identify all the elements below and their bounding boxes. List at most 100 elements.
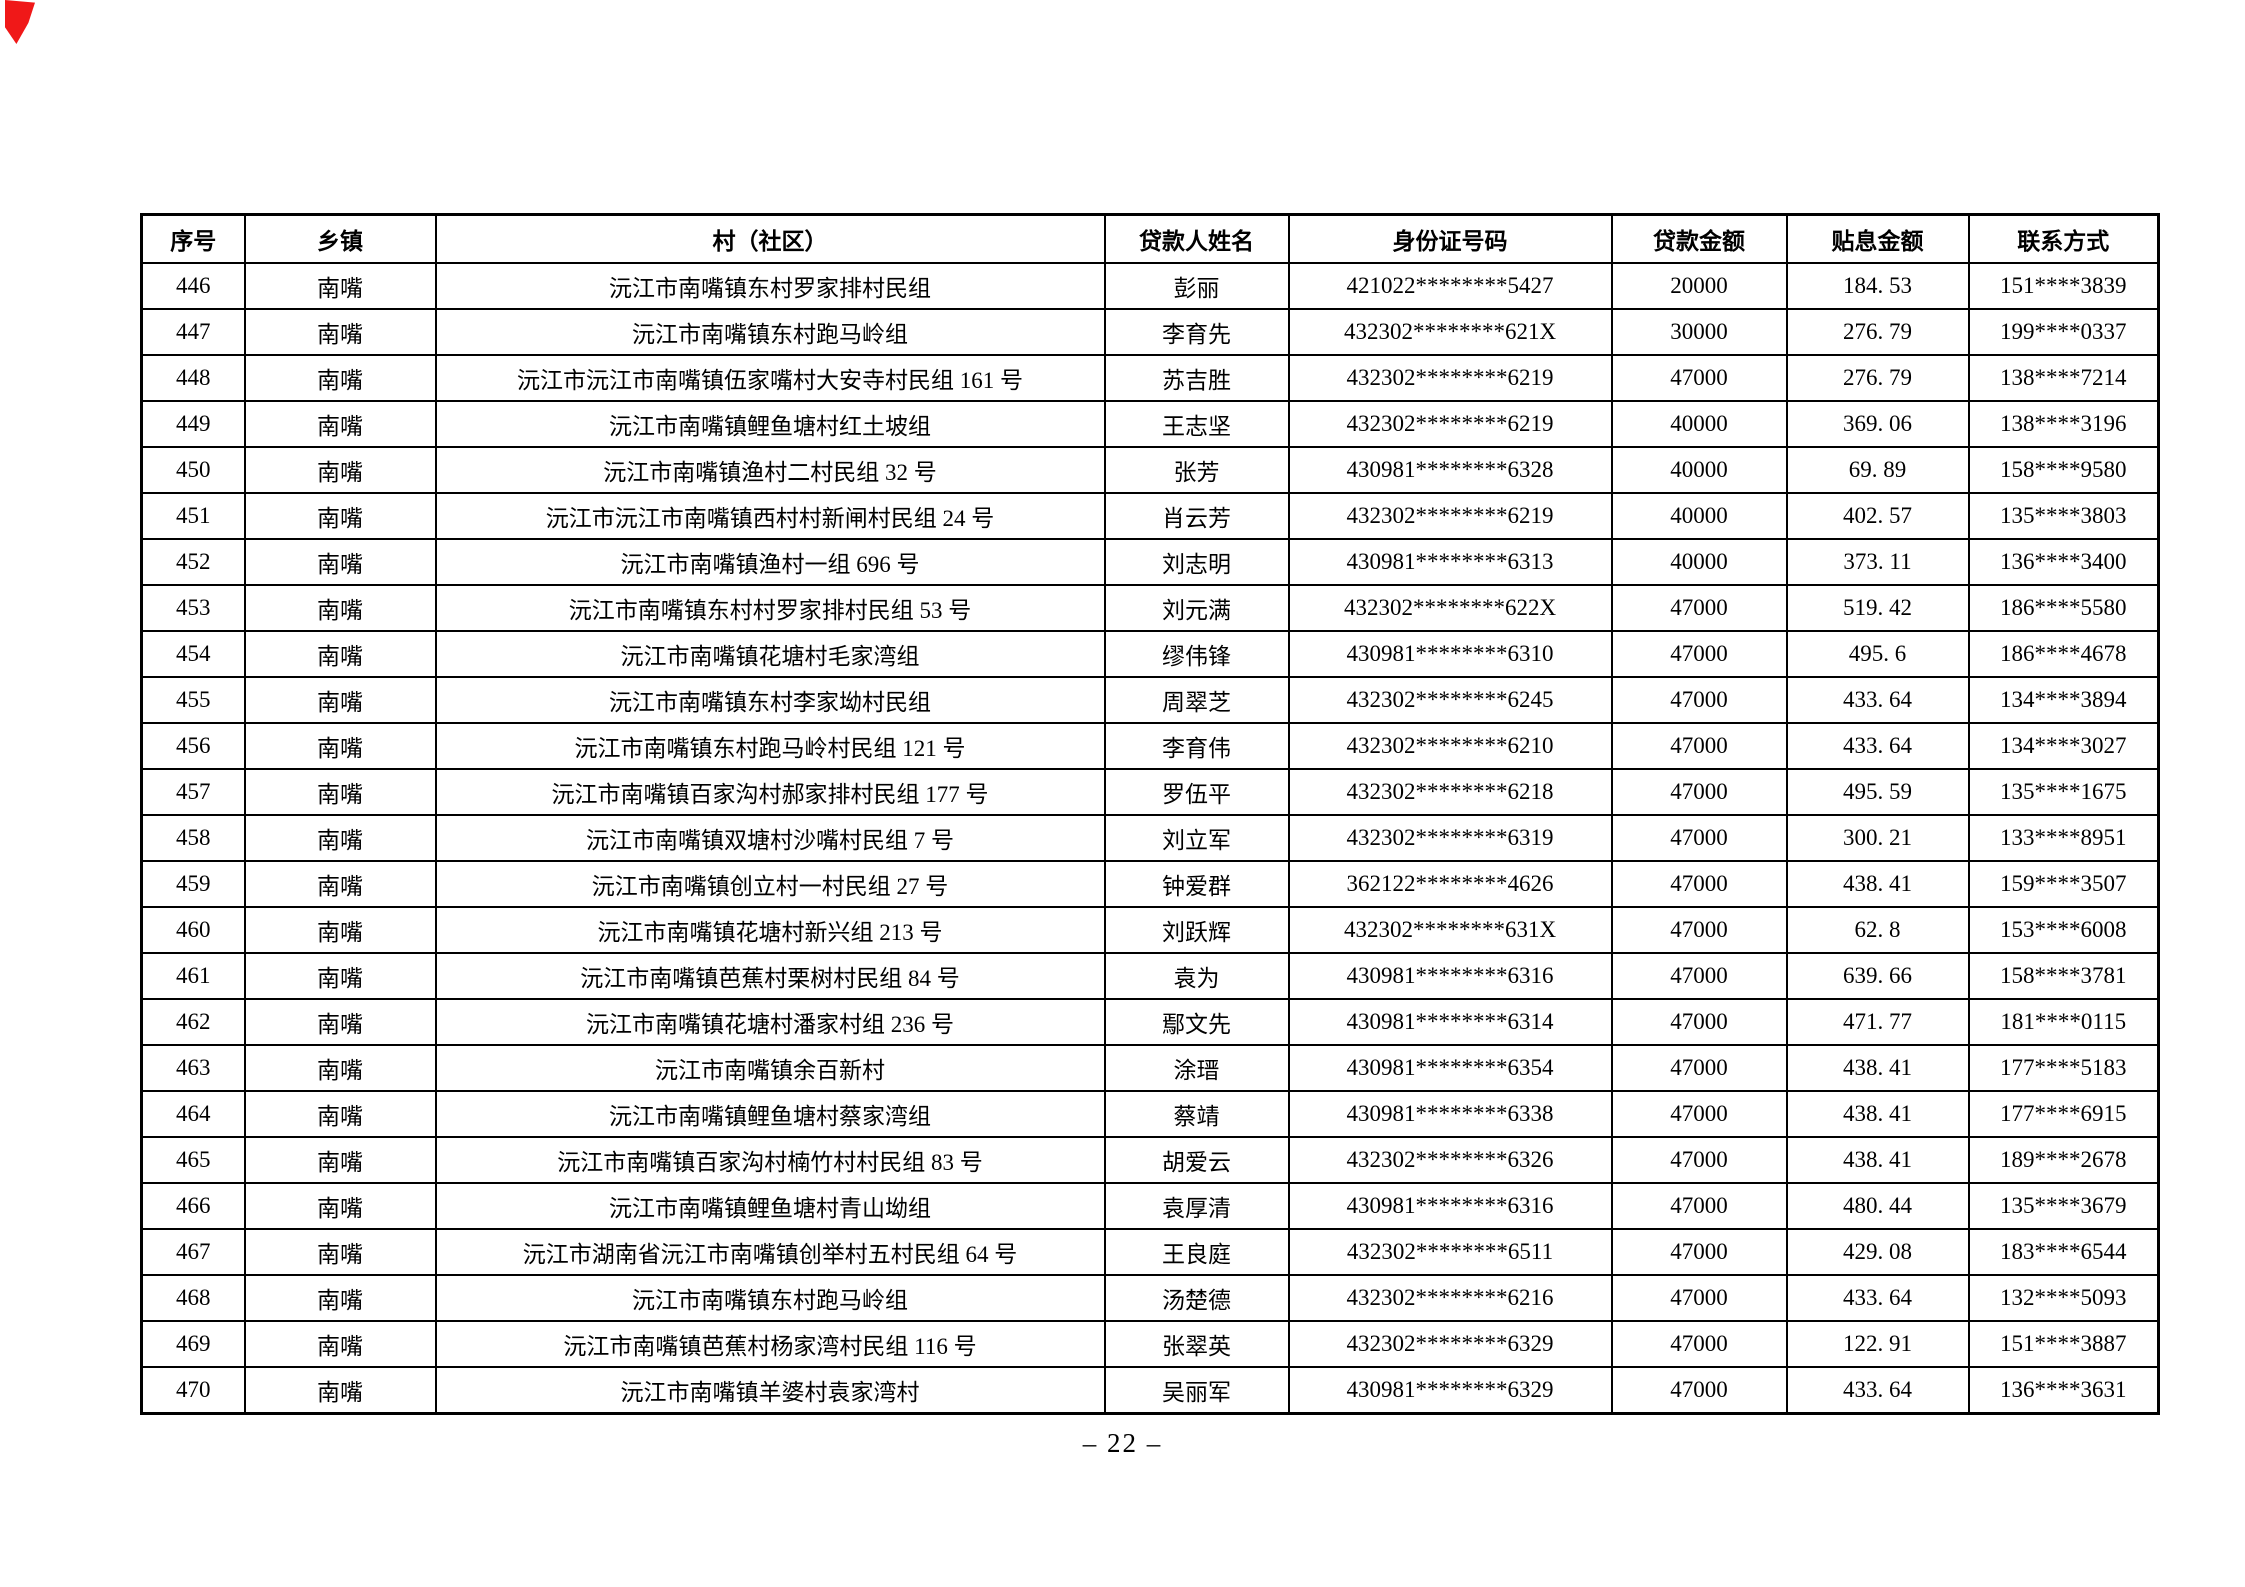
cell-borrower-name: 王志坚 <box>1103 400 1290 448</box>
cell-township: 南嘴 <box>243 1090 437 1138</box>
table-header-row: 序号 乡镇 村（社区） 贷款人姓名 身份证号码 贷款金额 贴息金额 联系方式 <box>140 213 2160 264</box>
cell-index: 456 <box>140 722 246 770</box>
cell-subsidy-amount: 519. 42 <box>1785 584 1970 632</box>
cell-subsidy-amount: 122. 91 <box>1785 1320 1970 1368</box>
table-row: 461 南嘴 沅江市南嘴镇芭蕉村栗树村民组 84 号 袁为 430981****… <box>140 952 2160 1000</box>
page-number: – 22 – <box>1082 1428 1163 1458</box>
cell-borrower-name: 刘跃辉 <box>1103 906 1290 954</box>
cell-subsidy-amount: 184. 53 <box>1785 262 1970 310</box>
cell-subsidy-amount: 639. 66 <box>1785 952 1970 1000</box>
table-body: 446 南嘴 沅江市南嘴镇东村罗家排村民组 彭丽 421022********5… <box>140 262 2160 1415</box>
cell-village: 沅江市湖南省沅江市南嘴镇创举村五村民组 64 号 <box>434 1228 1106 1276</box>
cell-township: 南嘴 <box>243 768 437 816</box>
cell-contact: 158****3781 <box>1967 952 2160 1000</box>
table-row: 462 南嘴 沅江市南嘴镇花塘村潘家村组 236 号 鄢文先 430981***… <box>140 998 2160 1046</box>
cell-borrower-name: 罗伍平 <box>1103 768 1290 816</box>
cell-id-number: 432302********6219 <box>1287 354 1613 402</box>
cell-township: 南嘴 <box>243 722 437 770</box>
cell-borrower-name: 苏吉胜 <box>1103 354 1290 402</box>
cell-contact: 136****3400 <box>1967 538 2160 586</box>
cell-loan-amount: 47000 <box>1610 1136 1788 1184</box>
table-row: 467 南嘴 沅江市湖南省沅江市南嘴镇创举村五村民组 64 号 王良庭 4323… <box>140 1228 2160 1276</box>
column-header-contact: 联系方式 <box>1967 213 2160 264</box>
cell-subsidy-amount: 433. 64 <box>1785 722 1970 770</box>
cell-loan-amount: 20000 <box>1610 262 1788 310</box>
cell-borrower-name: 汤楚德 <box>1103 1274 1290 1322</box>
cell-borrower-name: 李育先 <box>1103 308 1290 356</box>
table-row: 460 南嘴 沅江市南嘴镇花塘村新兴组 213 号 刘跃辉 432302****… <box>140 906 2160 954</box>
cell-loan-amount: 47000 <box>1610 1366 1788 1415</box>
table-row: 466 南嘴 沅江市南嘴镇鲤鱼塘村青山坳组 袁厚清 430981********… <box>140 1182 2160 1230</box>
cell-borrower-name: 刘元满 <box>1103 584 1290 632</box>
cell-id-number: 432302********6329 <box>1287 1320 1613 1368</box>
cell-township: 南嘴 <box>243 584 437 632</box>
cell-id-number: 430981********6316 <box>1287 1182 1613 1230</box>
cell-contact: 158****9580 <box>1967 446 2160 494</box>
cell-borrower-name: 刘志明 <box>1103 538 1290 586</box>
cell-id-number: 432302********6219 <box>1287 492 1613 540</box>
table-row: 446 南嘴 沅江市南嘴镇东村罗家排村民组 彭丽 421022********5… <box>140 262 2160 310</box>
cell-loan-amount: 47000 <box>1610 354 1788 402</box>
cell-index: 465 <box>140 1136 246 1184</box>
cell-index: 464 <box>140 1090 246 1138</box>
cell-id-number: 421022********5427 <box>1287 262 1613 310</box>
cell-township: 南嘴 <box>243 1274 437 1322</box>
cell-village: 沅江市南嘴镇百家沟村楠竹村村民组 83 号 <box>434 1136 1106 1184</box>
cell-loan-amount: 47000 <box>1610 1182 1788 1230</box>
cell-id-number: 430981********6314 <box>1287 998 1613 1046</box>
cell-township: 南嘴 <box>243 354 437 402</box>
cell-township: 南嘴 <box>243 1044 437 1092</box>
cell-contact: 159****3507 <box>1967 860 2160 908</box>
cell-contact: 177****5183 <box>1967 1044 2160 1092</box>
cell-contact: 138****7214 <box>1967 354 2160 402</box>
cell-subsidy-amount: 373. 11 <box>1785 538 1970 586</box>
table-row: 469 南嘴 沅江市南嘴镇芭蕉村杨家湾村民组 116 号 张翠英 432302*… <box>140 1320 2160 1368</box>
cell-id-number: 432302********6216 <box>1287 1274 1613 1322</box>
cell-index: 450 <box>140 446 246 494</box>
cell-index: 459 <box>140 860 246 908</box>
red-corner-artifact <box>5 0 35 44</box>
cell-borrower-name: 李育伟 <box>1103 722 1290 770</box>
cell-index: 452 <box>140 538 246 586</box>
cell-id-number: 432302********622X <box>1287 584 1613 632</box>
cell-contact: 138****3196 <box>1967 400 2160 448</box>
cell-index: 468 <box>140 1274 246 1322</box>
cell-borrower-name: 肖云芳 <box>1103 492 1290 540</box>
table-row: 464 南嘴 沅江市南嘴镇鲤鱼塘村蔡家湾组 蔡靖 430981********6… <box>140 1090 2160 1138</box>
cell-township: 南嘴 <box>243 860 437 908</box>
cell-id-number: 432302********6326 <box>1287 1136 1613 1184</box>
cell-loan-amount: 40000 <box>1610 400 1788 448</box>
cell-contact: 189****2678 <box>1967 1136 2160 1184</box>
cell-index: 451 <box>140 492 246 540</box>
cell-loan-amount: 47000 <box>1610 906 1788 954</box>
cell-id-number: 432302********621X <box>1287 308 1613 356</box>
table-header: 序号 乡镇 村（社区） 贷款人姓名 身份证号码 贷款金额 贴息金额 联系方式 <box>140 213 2160 264</box>
cell-subsidy-amount: 495. 6 <box>1785 630 1970 678</box>
cell-borrower-name: 王良庭 <box>1103 1228 1290 1276</box>
cell-contact: 134****3027 <box>1967 722 2160 770</box>
cell-subsidy-amount: 369. 06 <box>1785 400 1970 448</box>
cell-township: 南嘴 <box>243 814 437 862</box>
cell-subsidy-amount: 300. 21 <box>1785 814 1970 862</box>
cell-village: 沅江市南嘴镇东村跑马岭组 <box>434 308 1106 356</box>
cell-contact: 136****3631 <box>1967 1366 2160 1415</box>
cell-village: 沅江市南嘴镇花塘村毛家湾组 <box>434 630 1106 678</box>
cell-village: 沅江市南嘴镇鲤鱼塘村红土坡组 <box>434 400 1106 448</box>
table-row: 456 南嘴 沅江市南嘴镇东村跑马岭村民组 121 号 李育伟 432302**… <box>140 722 2160 770</box>
cell-id-number: 432302********631X <box>1287 906 1613 954</box>
cell-index: 447 <box>140 308 246 356</box>
cell-village: 沅江市南嘴镇芭蕉村杨家湾村民组 116 号 <box>434 1320 1106 1368</box>
cell-contact: 177****6915 <box>1967 1090 2160 1138</box>
cell-loan-amount: 47000 <box>1610 1228 1788 1276</box>
cell-subsidy-amount: 69. 89 <box>1785 446 1970 494</box>
cell-index: 466 <box>140 1182 246 1230</box>
loan-subsidy-table: 序号 乡镇 村（社区） 贷款人姓名 身份证号码 贷款金额 贴息金额 联系方式 4… <box>140 213 2160 1415</box>
cell-index: 455 <box>140 676 246 724</box>
column-header-borrower-name: 贷款人姓名 <box>1103 213 1290 264</box>
cell-subsidy-amount: 276. 79 <box>1785 354 1970 402</box>
cell-borrower-name: 周翠芝 <box>1103 676 1290 724</box>
cell-index: 470 <box>140 1366 246 1415</box>
cell-subsidy-amount: 438. 41 <box>1785 1090 1970 1138</box>
cell-contact: 153****6008 <box>1967 906 2160 954</box>
cell-subsidy-amount: 433. 64 <box>1785 1366 1970 1415</box>
